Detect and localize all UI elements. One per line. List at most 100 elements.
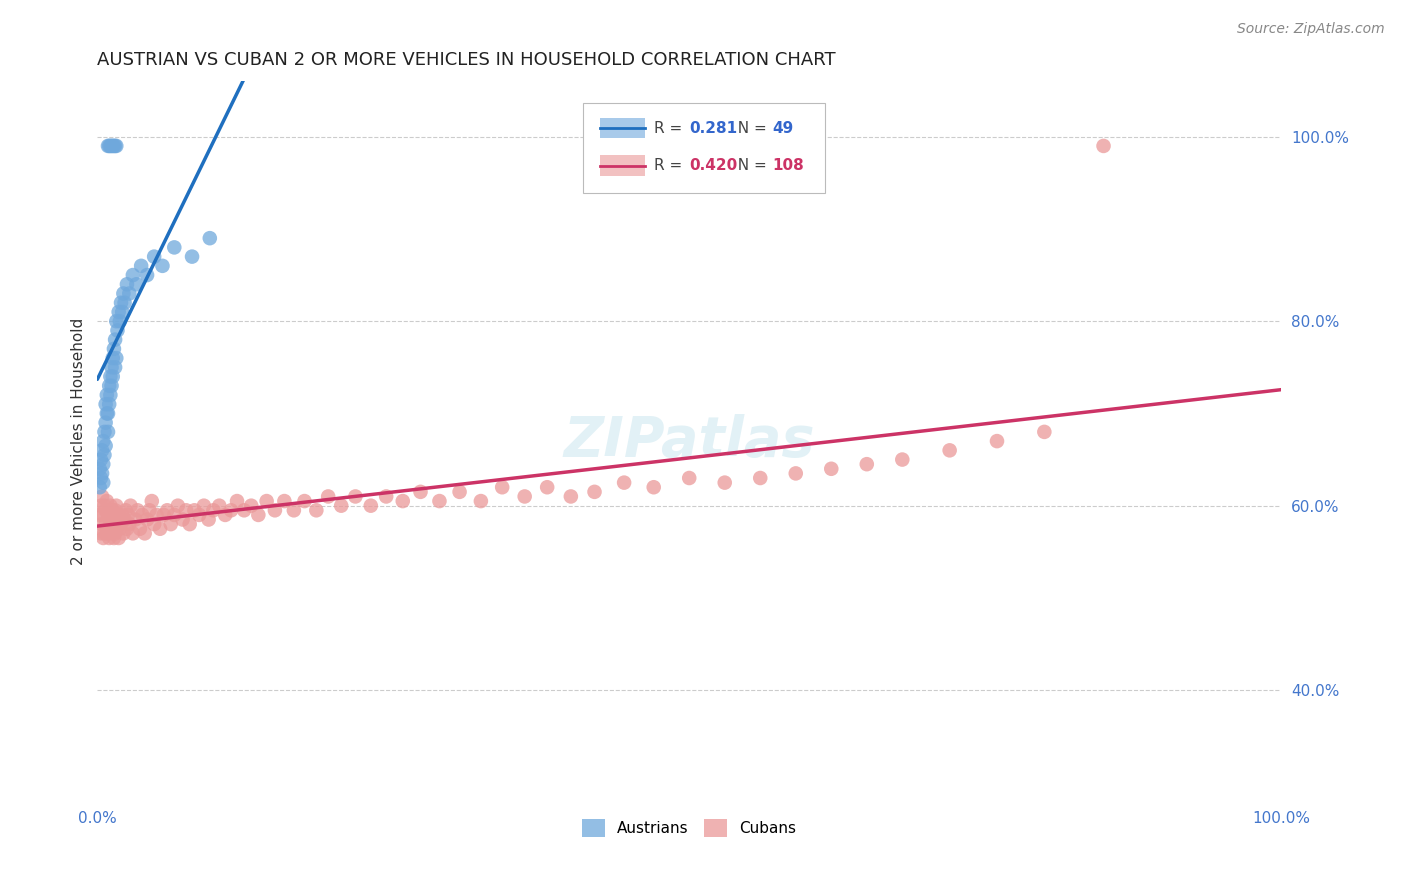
Point: [197, 512, 219, 526]
Text: AUSTRIAN VS CUBAN 2 OR MORE VEHICLES IN HOUSEHOLD CORRELATION CHART: AUSTRIAN VS CUBAN 2 OR MORE VEHICLES IN …: [97, 51, 837, 69]
Point: [91, 508, 114, 522]
Point: [986, 434, 1008, 449]
Point: [136, 512, 159, 526]
Point: [152, 259, 174, 273]
Point: [107, 517, 129, 532]
Point: [143, 517, 166, 532]
Point: [159, 517, 181, 532]
Point: [110, 517, 132, 532]
Text: N =: N =: [728, 158, 772, 173]
Point: [117, 508, 139, 522]
Point: [305, 503, 328, 517]
Point: [214, 508, 236, 522]
Point: [112, 526, 135, 541]
Point: [491, 480, 513, 494]
Point: [891, 452, 914, 467]
Point: [643, 480, 665, 494]
Point: [181, 250, 204, 264]
Point: [188, 508, 211, 522]
Point: [111, 508, 134, 522]
Point: [713, 475, 735, 490]
Point: [91, 443, 114, 458]
Point: [172, 512, 194, 526]
Point: [97, 139, 120, 153]
Y-axis label: 2 or more Vehicles in Household: 2 or more Vehicles in Household: [72, 318, 86, 565]
Point: [560, 490, 582, 504]
Point: [112, 286, 135, 301]
Point: [104, 526, 127, 541]
Point: [202, 503, 225, 517]
Point: [273, 494, 295, 508]
Point: [96, 388, 118, 402]
Point: [118, 286, 141, 301]
Point: [104, 139, 127, 153]
Text: ZIPatlas: ZIPatlas: [564, 414, 815, 468]
Point: [121, 526, 143, 541]
Text: 0.281: 0.281: [689, 120, 737, 136]
Point: [115, 522, 138, 536]
Point: [93, 526, 115, 541]
Point: [166, 499, 188, 513]
Point: [108, 314, 131, 328]
Point: [105, 314, 128, 328]
Point: [98, 503, 121, 517]
Point: [149, 522, 172, 536]
Point: [90, 499, 112, 513]
Point: [103, 512, 125, 526]
Point: [163, 240, 186, 254]
Point: [93, 425, 115, 439]
Point: [219, 503, 242, 517]
Point: [256, 494, 278, 508]
Point: [316, 490, 339, 504]
FancyBboxPatch shape: [582, 103, 825, 193]
Point: [100, 508, 122, 522]
Point: [125, 277, 148, 292]
Point: [100, 499, 122, 513]
Point: [121, 268, 143, 282]
Point: [114, 295, 136, 310]
Point: [429, 494, 451, 508]
Point: [179, 517, 201, 532]
Point: [98, 531, 121, 545]
Point: [91, 434, 114, 449]
Point: [107, 323, 129, 337]
Point: [110, 295, 132, 310]
Point: [208, 499, 231, 513]
Point: [114, 503, 136, 517]
Point: [105, 351, 128, 365]
Point: [785, 467, 807, 481]
Bar: [600, 155, 645, 176]
Point: [409, 484, 432, 499]
Point: [111, 305, 134, 319]
Point: [90, 526, 112, 541]
Point: [1092, 139, 1115, 153]
Point: [174, 503, 197, 517]
Point: [94, 439, 117, 453]
Point: [100, 526, 122, 541]
Point: [104, 503, 127, 517]
Point: [101, 503, 124, 517]
Point: [1033, 425, 1056, 439]
Point: [855, 457, 877, 471]
Point: [118, 517, 141, 532]
Point: [138, 503, 160, 517]
Point: [91, 467, 114, 481]
Bar: [600, 118, 645, 138]
Text: 0.420: 0.420: [689, 158, 738, 173]
Point: [198, 231, 221, 245]
Point: [141, 494, 163, 508]
Point: [93, 499, 115, 513]
Point: [107, 305, 129, 319]
Point: [97, 425, 120, 439]
Point: [91, 475, 114, 490]
Point: [89, 480, 111, 494]
Point: [136, 268, 159, 282]
Point: [100, 139, 122, 153]
Point: [143, 250, 166, 264]
Point: [101, 369, 124, 384]
Point: [94, 503, 117, 517]
Point: [94, 416, 117, 430]
Point: [96, 406, 118, 420]
Point: [89, 462, 111, 476]
Point: [97, 406, 120, 420]
